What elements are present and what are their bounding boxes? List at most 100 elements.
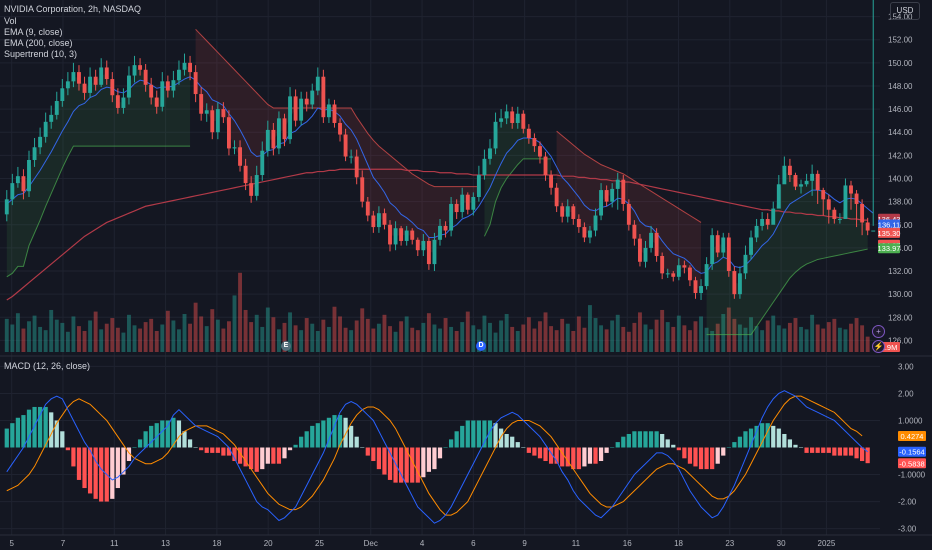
macd-histogram-bar: [182, 431, 187, 448]
macd-histogram-bar: [310, 425, 315, 448]
macd-histogram-bar: [126, 447, 132, 462]
macd-histogram-bar: [715, 447, 720, 464]
volume-bar: [149, 318, 154, 352]
candle-body: [443, 225, 448, 231]
volume-bar: [426, 313, 431, 352]
earnings-badge[interactable]: E: [281, 341, 291, 351]
volume-bar: [4, 318, 9, 352]
macd-histogram-bar: [160, 420, 165, 448]
volume-bar: [854, 318, 859, 352]
dividend-badge[interactable]: D: [476, 341, 486, 351]
macd-histogram-bar: [626, 433, 631, 448]
macd-histogram-bar: [604, 447, 609, 453]
time-tick-label: 11: [572, 539, 581, 548]
candle-body: [321, 76, 326, 118]
candle-body: [810, 173, 815, 181]
volume-bar: [299, 330, 304, 352]
macd-histogram-bar: [37, 406, 43, 448]
macd-legend[interactable]: MACD (12, 26, close): [4, 361, 91, 371]
currency-selector[interactable]: USD: [890, 2, 920, 20]
supertrend-legend[interactable]: Supertrend (10, 3): [4, 49, 78, 59]
ema9-legend[interactable]: EMA (9, close): [4, 27, 63, 37]
add-alert-icon[interactable]: +: [872, 325, 885, 338]
macd-value-label: -0.1564: [899, 448, 924, 457]
macd-histogram-bar: [548, 447, 554, 464]
candle-body: [510, 111, 515, 123]
macd-histogram-bar: [254, 447, 259, 472]
volume-bar: [199, 316, 204, 352]
signal-line: [6, 395, 863, 516]
candle-body: [721, 237, 726, 253]
volume-bar: [593, 318, 598, 352]
macd-histogram-bar: [332, 415, 337, 448]
vol-legend[interactable]: Vol: [4, 16, 17, 26]
macd-histogram-bar: [226, 447, 232, 456]
candle-body: [260, 150, 265, 176]
volume-bar: [732, 318, 737, 352]
volume-bars: [4, 272, 870, 352]
lightning-icon[interactable]: ⚡: [872, 340, 885, 353]
candle-body: [449, 203, 454, 231]
macd-histogram-bar: [510, 436, 515, 448]
macd-histogram-bar: [76, 447, 82, 480]
volume-bar: [88, 320, 93, 352]
volume-bar: [421, 322, 426, 352]
macd-histogram-bar: [360, 447, 365, 448]
candle-body: [232, 147, 237, 149]
candle-body: [499, 118, 504, 122]
macd-histogram-bar: [432, 447, 437, 470]
macd-histogram-bar: [804, 447, 809, 453]
volume-bar: [465, 311, 470, 352]
time-axis[interactable]: 5 7 11 13 18 20 25 Dec 4 6 9 11 16 18 23 30 2025: [9, 539, 835, 548]
macd-histogram-bar: [299, 436, 304, 448]
macd-histogram-bar: [426, 447, 432, 472]
volume-bar: [576, 316, 581, 352]
macd-histogram-bar: [365, 447, 370, 456]
candle-body: [165, 81, 170, 91]
macd-histogram-bar: [321, 420, 326, 448]
volume-bar: [826, 322, 831, 352]
volume-bar: [737, 324, 742, 352]
ema200-legend[interactable]: EMA (200, close): [4, 38, 73, 48]
price-axis[interactable]: 126.00 128.00 130.00 132.00 134.00 136.00 138.…: [888, 13, 913, 346]
volume-bar: [493, 332, 498, 352]
candle-body: [760, 218, 765, 226]
candle-body: [77, 72, 81, 84]
volume-bar: [99, 329, 104, 352]
price-tick-label: 146.00: [888, 105, 913, 114]
candle-body: [821, 190, 826, 200]
price-candles: [4, 0, 876, 300]
volume-bar: [449, 326, 454, 352]
volume-bar: [776, 325, 781, 352]
volume-bar: [743, 327, 748, 352]
candle-body: [737, 273, 742, 295]
volume-bar: [604, 329, 609, 352]
macd-histogram-bar: [654, 431, 659, 448]
candle-body: [415, 239, 420, 251]
candle-body: [149, 84, 154, 98]
price-value-label: 133.97: [878, 244, 901, 253]
macd-axis[interactable]: 3.00 2.00 1.0000 -1.0000 -2.00 -3.00: [898, 362, 926, 533]
macd-histogram-bar: [754, 425, 759, 448]
macd-histogram-bar: [410, 447, 415, 483]
symbol-title[interactable]: NVIDIA Corporation, 2h, NASDAQ: [4, 4, 142, 14]
volume-bar: [49, 309, 54, 352]
candle-body: [404, 230, 409, 241]
candle-body: [526, 128, 531, 139]
volume-bar: [15, 313, 20, 352]
volume-bar: [654, 319, 659, 352]
candle-body: [715, 235, 720, 253]
macd-value-label-bg: [898, 430, 926, 441]
volume-bar: [221, 328, 226, 352]
macd-histogram-bar: [304, 431, 309, 448]
macd-histogram-bar: [376, 447, 382, 470]
macd-histogram-bar: [521, 447, 526, 448]
volume-bar: [60, 322, 65, 352]
candle-body: [365, 201, 370, 216]
candle-body: [393, 228, 398, 245]
candle-body: [826, 199, 831, 210]
candle-body: [204, 110, 209, 114]
candle-body: [143, 69, 148, 85]
